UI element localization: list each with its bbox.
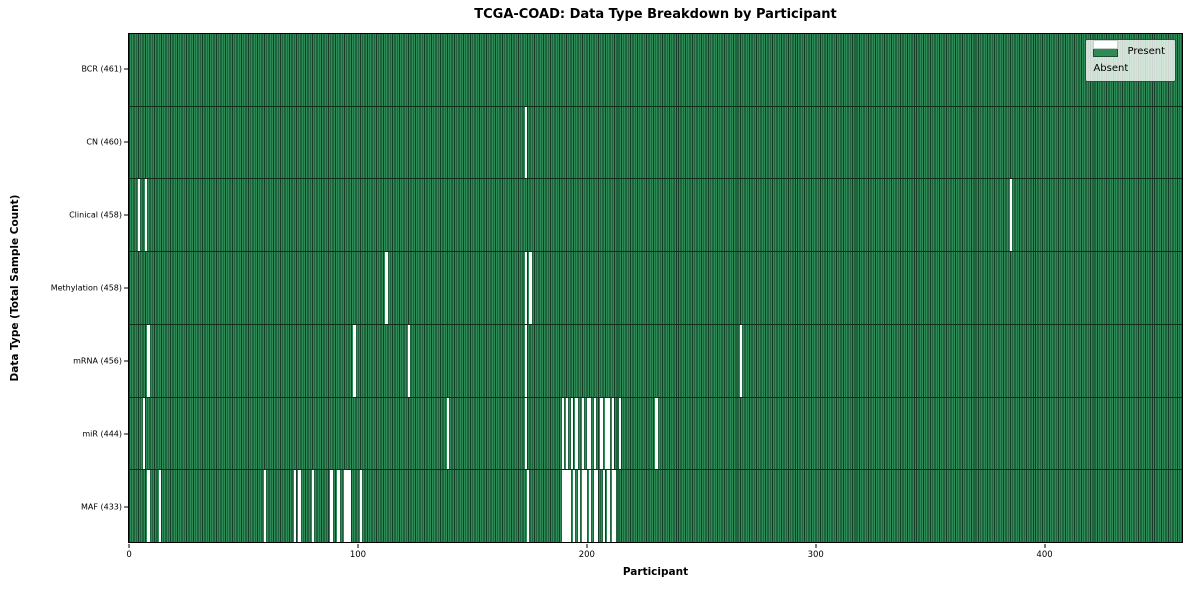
absent-marker (611, 470, 615, 543)
chart-title: TCGA-COAD: Data Type Breakdown by Partic… (474, 7, 837, 22)
absent-marker (524, 252, 528, 324)
y-axis-label: Data Type (Total Sample Count) (9, 194, 21, 382)
x-tick-mark (128, 544, 130, 548)
absent-marker (611, 397, 615, 470)
x-tick-label: 200 (578, 550, 595, 560)
absent-marker (529, 252, 532, 324)
absent-marker (330, 470, 333, 543)
absent-marker (527, 470, 530, 543)
data-type-row (129, 105, 1182, 179)
y-tick-mark (124, 141, 128, 143)
y-tick-label: MAF (433) (80, 502, 122, 512)
y-tick-mark (124, 287, 128, 289)
absent-swatch (1093, 40, 1119, 49)
absent-marker (600, 397, 603, 470)
absent-marker (618, 397, 622, 470)
x-tick-mark (1044, 544, 1046, 548)
absent-marker (566, 397, 569, 470)
absent-marker (568, 470, 571, 543)
absent-marker (145, 179, 148, 252)
y-tick-label: Clinical (458) (69, 210, 122, 220)
y-tick-mark (124, 506, 128, 508)
plot-area: Present Absent (128, 33, 1183, 543)
absent-marker (561, 397, 564, 470)
absent-marker (566, 470, 569, 543)
y-tick-mark (124, 360, 128, 362)
absent-marker (740, 324, 743, 397)
absent-marker (293, 470, 297, 543)
absent-marker (607, 470, 610, 543)
absent-marker (575, 397, 578, 470)
absent-marker (561, 470, 564, 543)
absent-marker (593, 470, 596, 543)
absent-marker (524, 106, 528, 179)
absent-marker (142, 397, 145, 470)
data-type-row (129, 323, 1182, 397)
absent-marker (586, 397, 589, 470)
absent-marker (595, 470, 599, 543)
absent-marker (584, 470, 587, 543)
x-tick-mark (815, 544, 817, 548)
absent-marker (582, 397, 585, 470)
data-type-row (129, 251, 1182, 324)
y-tick-label: BCR (461) (81, 64, 122, 74)
absent-marker (582, 470, 585, 543)
x-tick-mark (586, 544, 588, 548)
absent-marker (385, 252, 388, 324)
absent-marker (158, 470, 162, 543)
absent-marker (593, 397, 596, 470)
absent-marker (344, 470, 347, 543)
y-tick-label: CN (460) (86, 137, 122, 147)
y-tick-label: miR (444) (82, 429, 122, 439)
absent-marker (588, 397, 592, 470)
absent-marker (348, 470, 351, 543)
absent-marker (614, 470, 617, 543)
absent-marker (577, 470, 580, 543)
x-tick-label: 0 (126, 550, 132, 560)
y-tick-mark (124, 68, 128, 70)
absent-marker (605, 397, 608, 470)
y-tick-label: mRNA (456) (73, 356, 122, 366)
absent-marker (607, 397, 610, 470)
data-type-row (129, 34, 1182, 106)
data-type-row (129, 178, 1182, 252)
x-tick-mark (357, 544, 359, 548)
data-type-row (129, 469, 1182, 543)
absent-marker (360, 470, 363, 543)
legend: Present Absent (1085, 39, 1176, 82)
absent-marker (563, 470, 567, 543)
plot-rows (129, 34, 1182, 543)
absent-marker (524, 397, 528, 470)
absent-marker (138, 179, 141, 252)
absent-marker (588, 470, 592, 543)
absent-marker (572, 470, 576, 543)
data-type-row (129, 396, 1182, 470)
absent-marker (570, 397, 573, 470)
absent-marker (312, 470, 315, 543)
absent-marker (346, 470, 349, 543)
x-axis-label: Participant (622, 566, 689, 578)
absent-marker (655, 397, 658, 470)
absent-marker (353, 324, 356, 397)
legend-label: Present (1127, 46, 1165, 57)
absent-marker (602, 470, 605, 543)
x-tick-label: 300 (807, 550, 824, 560)
absent-marker (447, 397, 450, 470)
x-tick-label: 100 (349, 550, 367, 560)
legend-label: Absent (1093, 63, 1129, 74)
y-tick-mark (124, 214, 128, 216)
absent-marker (298, 470, 301, 543)
absent-marker (147, 470, 150, 543)
absent-marker (147, 324, 150, 397)
x-tick-label: 400 (1036, 550, 1053, 560)
absent-marker (408, 324, 411, 397)
legend-entry: Absent (1093, 40, 1165, 74)
absent-marker (264, 470, 267, 543)
absent-marker (337, 470, 340, 543)
absent-marker (1010, 179, 1013, 252)
y-tick-mark (124, 433, 128, 435)
absent-marker (524, 324, 528, 397)
y-tick-label: Methylation (458) (50, 283, 122, 293)
